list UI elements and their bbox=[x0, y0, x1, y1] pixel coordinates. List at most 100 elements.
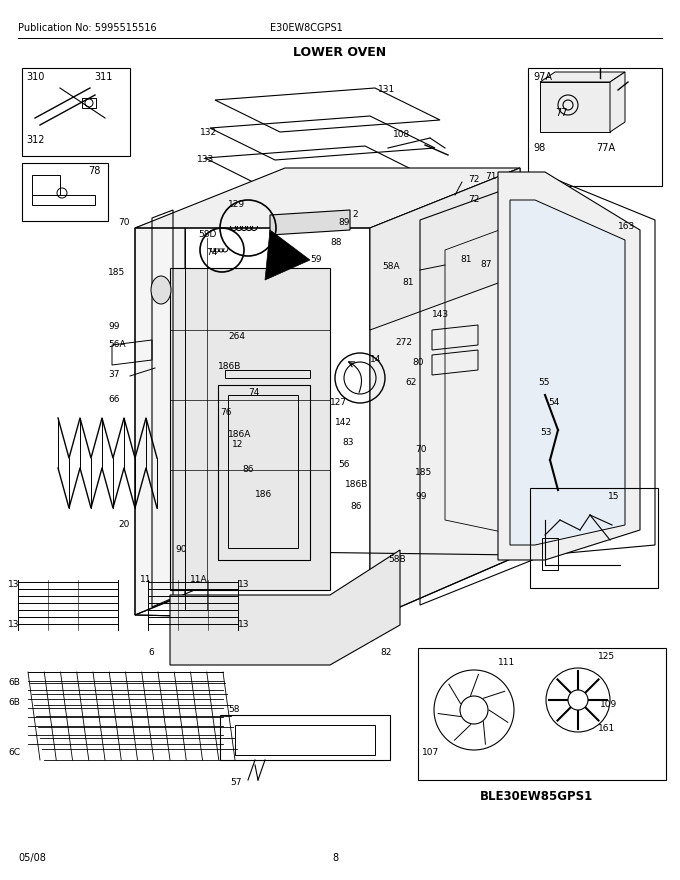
Text: 77: 77 bbox=[555, 108, 568, 118]
Text: 86: 86 bbox=[350, 502, 362, 511]
Text: 56A: 56A bbox=[108, 340, 126, 349]
Text: 97A: 97A bbox=[533, 72, 552, 82]
Text: 312: 312 bbox=[26, 135, 44, 145]
Text: 70: 70 bbox=[415, 445, 426, 454]
Text: 55: 55 bbox=[538, 378, 549, 387]
Text: 87: 87 bbox=[480, 260, 492, 269]
Ellipse shape bbox=[151, 276, 171, 304]
Text: 272: 272 bbox=[395, 338, 412, 347]
Text: 72: 72 bbox=[468, 195, 479, 204]
Text: 186A: 186A bbox=[228, 430, 252, 439]
Text: 81: 81 bbox=[460, 255, 471, 264]
Polygon shape bbox=[270, 210, 350, 235]
Text: 54: 54 bbox=[548, 398, 560, 407]
Text: E30EW8CGPS1: E30EW8CGPS1 bbox=[270, 23, 343, 33]
Text: 58D: 58D bbox=[198, 230, 216, 239]
Bar bbox=[22, 68, 130, 156]
Polygon shape bbox=[540, 82, 610, 132]
Text: 83: 83 bbox=[342, 438, 354, 447]
Text: 88: 88 bbox=[330, 238, 341, 247]
Text: 125: 125 bbox=[598, 652, 615, 661]
Text: BLE30EW85GPS1: BLE30EW85GPS1 bbox=[480, 790, 593, 803]
Text: 89: 89 bbox=[338, 218, 350, 227]
Polygon shape bbox=[135, 168, 520, 228]
Polygon shape bbox=[498, 172, 640, 560]
Text: 11A: 11A bbox=[190, 575, 207, 584]
Text: 05/08: 05/08 bbox=[18, 853, 46, 863]
Text: 2: 2 bbox=[352, 210, 358, 219]
Text: 13: 13 bbox=[8, 580, 20, 589]
Text: 37: 37 bbox=[108, 370, 120, 379]
Text: 6C: 6C bbox=[8, 748, 20, 757]
Bar bbox=[22, 163, 108, 221]
Text: 6B: 6B bbox=[8, 678, 20, 687]
Text: 186B: 186B bbox=[218, 362, 241, 371]
Text: 132: 132 bbox=[200, 128, 217, 137]
Text: 6B: 6B bbox=[8, 698, 20, 707]
Text: 58A: 58A bbox=[382, 262, 400, 271]
Polygon shape bbox=[540, 72, 625, 82]
Text: 129: 129 bbox=[228, 200, 245, 209]
Text: 74: 74 bbox=[248, 388, 259, 397]
Text: 13: 13 bbox=[8, 620, 20, 629]
Bar bbox=[528, 68, 662, 186]
Polygon shape bbox=[610, 72, 625, 132]
Text: 185: 185 bbox=[108, 268, 125, 277]
Text: 11: 11 bbox=[140, 575, 152, 584]
Text: 143: 143 bbox=[432, 310, 449, 319]
Text: 161: 161 bbox=[598, 724, 615, 733]
Text: 6: 6 bbox=[148, 648, 154, 657]
Text: LOWER OVEN: LOWER OVEN bbox=[294, 46, 386, 58]
Text: 12: 12 bbox=[232, 440, 243, 449]
Text: 70: 70 bbox=[118, 218, 129, 227]
Polygon shape bbox=[265, 230, 310, 280]
Text: 264: 264 bbox=[228, 332, 245, 341]
Text: 15: 15 bbox=[608, 492, 619, 501]
Text: 108: 108 bbox=[393, 130, 410, 139]
Text: 77A: 77A bbox=[596, 143, 615, 153]
Text: 80: 80 bbox=[412, 358, 424, 367]
Polygon shape bbox=[135, 210, 185, 615]
Text: 185: 185 bbox=[415, 468, 432, 477]
Polygon shape bbox=[170, 550, 400, 665]
Text: 310: 310 bbox=[26, 72, 44, 82]
Text: 59: 59 bbox=[310, 255, 322, 264]
Text: 58B: 58B bbox=[388, 555, 406, 564]
Text: 98: 98 bbox=[533, 143, 545, 153]
Polygon shape bbox=[370, 168, 520, 620]
Text: 127: 127 bbox=[330, 398, 347, 407]
Text: 82: 82 bbox=[380, 648, 392, 657]
Bar bbox=[418, 648, 666, 780]
Text: 72: 72 bbox=[468, 175, 479, 184]
Text: 133: 133 bbox=[197, 155, 214, 164]
Text: 107: 107 bbox=[422, 748, 439, 757]
Text: 86: 86 bbox=[242, 465, 254, 474]
Text: 13: 13 bbox=[238, 580, 250, 589]
Text: 53: 53 bbox=[540, 428, 551, 437]
Text: 186: 186 bbox=[255, 490, 272, 499]
Text: 56: 56 bbox=[338, 460, 350, 469]
Text: 20: 20 bbox=[118, 520, 129, 529]
Text: Publication No: 5995515516: Publication No: 5995515516 bbox=[18, 23, 156, 33]
Polygon shape bbox=[510, 200, 625, 545]
Text: 163: 163 bbox=[618, 222, 635, 231]
Polygon shape bbox=[170, 268, 330, 590]
Text: 109: 109 bbox=[600, 700, 617, 709]
Text: 186B: 186B bbox=[345, 480, 369, 489]
Text: 57: 57 bbox=[230, 778, 241, 787]
Text: 66: 66 bbox=[108, 395, 120, 404]
Text: 111: 111 bbox=[498, 658, 515, 667]
Text: 142: 142 bbox=[335, 418, 352, 427]
Text: 99: 99 bbox=[415, 492, 426, 501]
Text: 8: 8 bbox=[332, 853, 338, 863]
Text: 90: 90 bbox=[175, 545, 186, 554]
Bar bbox=[82, 98, 96, 108]
Text: 13: 13 bbox=[238, 620, 250, 629]
Text: 78: 78 bbox=[88, 166, 101, 176]
Bar bbox=[530, 488, 658, 588]
Text: 14: 14 bbox=[370, 355, 381, 364]
Text: 131: 131 bbox=[378, 85, 395, 94]
Text: 76: 76 bbox=[220, 408, 231, 417]
Text: 99: 99 bbox=[108, 322, 120, 331]
Text: 81: 81 bbox=[402, 278, 413, 287]
